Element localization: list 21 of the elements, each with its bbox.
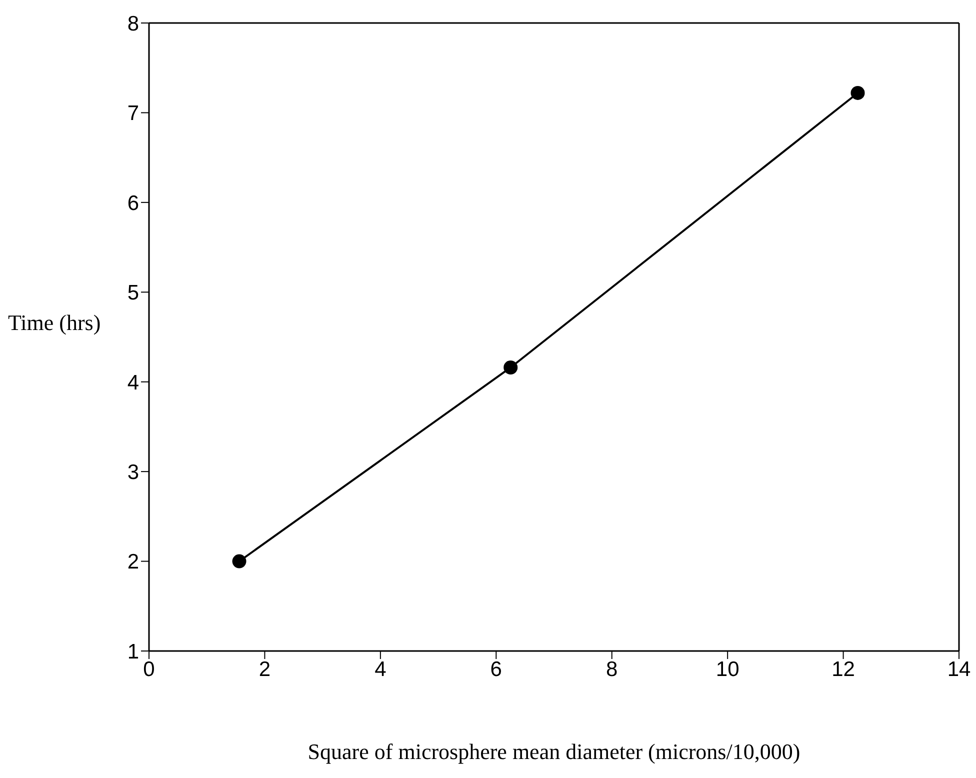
x-tick-label: 8 [606,658,618,681]
x-tick-label: 10 [716,658,740,681]
y-tick-label: 2 [127,550,139,574]
y-tick-label: 3 [127,461,139,484]
point [232,554,246,568]
x-tick-label: 4 [374,658,387,681]
y-tick-label: 6 [127,192,139,215]
x-axis-title: Square of microsphere mean diameter (microns/10,000) [308,739,800,764]
y-tick-label: 1 [127,640,139,664]
x-tick-label: 6 [490,658,502,681]
x-tick-label: 2 [258,658,271,681]
point [850,86,865,100]
y-axis-title: Time (hrs) [8,310,101,335]
y-tick-label: 5 [127,282,139,305]
x-tick-label: 12 [832,658,855,681]
y-tick-label: 7 [127,102,139,126]
x-tick-label: 14 [947,658,971,681]
y-tick-label: 8 [127,12,139,36]
point [504,360,518,375]
x-tick-label: 0 [143,658,155,681]
y-tick-label: 4 [127,371,140,394]
